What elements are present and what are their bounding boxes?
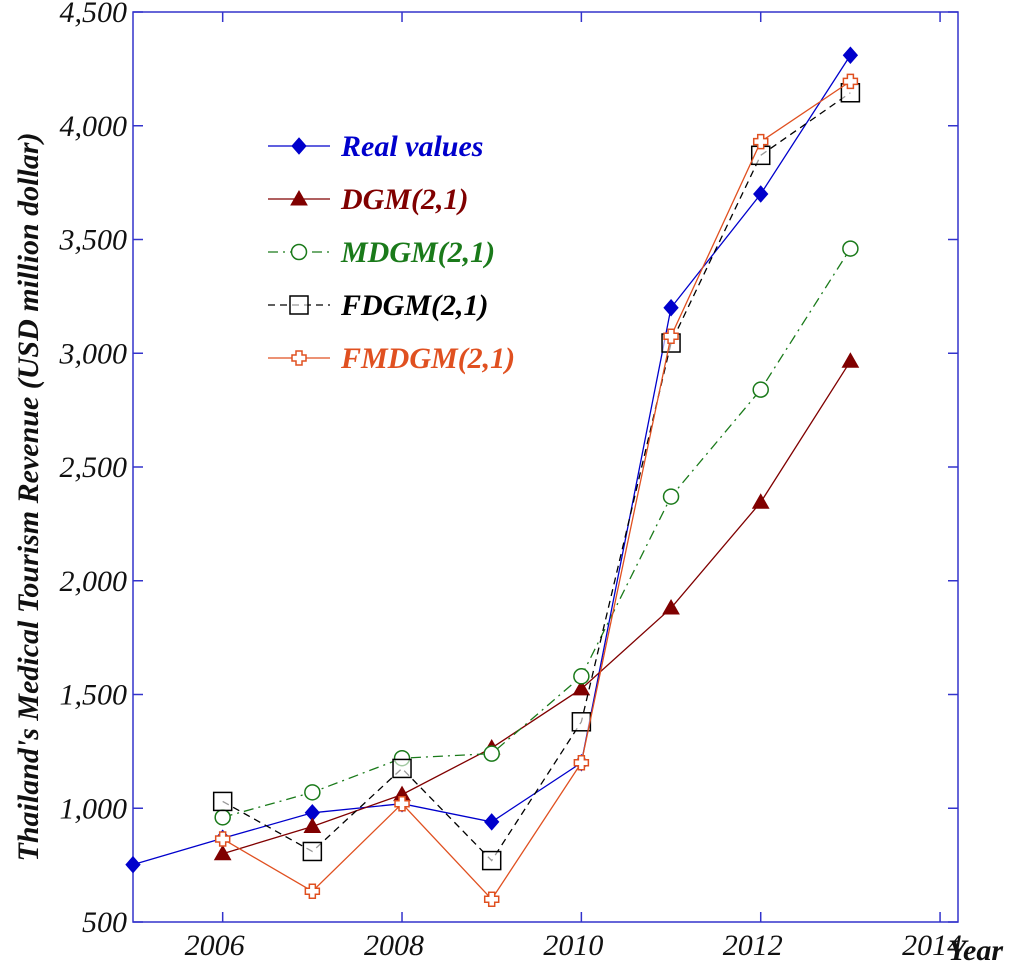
series-4-point xyxy=(842,73,859,90)
series-2-point xyxy=(662,488,680,505)
y-tick-label: 4,500 xyxy=(60,0,128,29)
series-1-line xyxy=(222,360,851,855)
series-3-point xyxy=(212,791,233,812)
series-4-point xyxy=(483,891,500,907)
series-2-line xyxy=(222,248,851,818)
series-4 xyxy=(214,73,859,907)
series-2-point xyxy=(214,809,231,826)
series-2-point xyxy=(304,784,321,801)
series-2-point xyxy=(752,381,769,398)
plot-border xyxy=(132,11,959,923)
legend-swatch-marker xyxy=(291,137,307,155)
x-tick-label: 2014 xyxy=(902,929,962,962)
series-0-point xyxy=(842,46,859,64)
y-axis-title: Thailand's Medical Tourism Revenue (USD … xyxy=(12,133,45,862)
plot-frame xyxy=(132,11,959,923)
series-1 xyxy=(213,352,860,861)
legend-swatch-marker xyxy=(291,350,307,366)
legend-entry-4: FMDGM(2,1) xyxy=(268,342,515,375)
x-tick-label: 2012 xyxy=(723,929,783,962)
legend-entry-3: FDGM(2,1) xyxy=(268,289,489,322)
legend-entry-0: Real values xyxy=(268,130,484,163)
legend-swatch-marker xyxy=(289,295,309,315)
y-tick-label: 3,000 xyxy=(59,337,128,370)
legend-label: DGM(2,1) xyxy=(340,183,469,216)
series-4-line xyxy=(222,80,851,901)
x-axis-title: Year xyxy=(948,934,1003,967)
series-2-point xyxy=(842,240,859,257)
legend-label: FDGM(2,1) xyxy=(340,289,489,322)
series-3 xyxy=(212,83,861,871)
series-4-point xyxy=(394,795,410,812)
axis-ticks: 500 1,000 1,500 2,000 2,500 3,000 3,500 4,000 4,… xyxy=(59,0,963,962)
series-1-point xyxy=(572,679,591,696)
legend: Real values DGM(2,1) MDGM(2,1) FDGM(2,1) FMD… xyxy=(268,130,515,375)
series-1-point xyxy=(751,493,770,509)
legend-label: FMDGM(2,1) xyxy=(340,342,515,375)
series-3-line xyxy=(222,92,851,862)
series-0-point xyxy=(484,813,500,831)
series-3-point xyxy=(481,850,502,871)
series-1-point xyxy=(662,599,680,615)
x-tick-label: 2006 xyxy=(185,929,245,962)
x-tick-label: 2008 xyxy=(364,929,424,962)
legend-entry-2: MDGM(2,1) xyxy=(268,236,495,269)
series-2-point xyxy=(483,745,500,762)
y-tick-label: 1,000 xyxy=(60,792,128,825)
legend-label: MDGM(2,1) xyxy=(340,236,495,269)
series-3-point xyxy=(392,758,412,779)
series-1-point xyxy=(841,352,860,368)
series-1-point xyxy=(213,844,232,861)
x-tick-label: 2010 xyxy=(543,929,603,962)
legend-entry-1: DGM(2,1) xyxy=(268,183,469,216)
series-4-point xyxy=(304,883,321,900)
y-tick-label: 500 xyxy=(82,906,127,939)
series-4-point xyxy=(573,755,590,771)
series-0-point xyxy=(753,185,769,203)
series-4-point xyxy=(214,831,231,847)
series-2-point xyxy=(573,668,590,685)
y-tick-label: 4,000 xyxy=(60,110,128,143)
legend-swatch-marker xyxy=(290,243,308,261)
series-1-point xyxy=(303,817,322,833)
series-2 xyxy=(214,240,859,826)
series-3-point xyxy=(571,712,592,732)
series-4-point xyxy=(663,328,679,344)
legend-label: Real values xyxy=(340,130,484,163)
y-tick-label: 2,500 xyxy=(60,451,128,484)
y-tick-label: 1,500 xyxy=(60,679,128,712)
series-0-point xyxy=(125,855,141,874)
series-0-point xyxy=(663,298,679,317)
series-layer xyxy=(125,46,861,907)
series-3-point xyxy=(302,841,323,862)
legend-swatch-marker xyxy=(290,189,308,206)
y-tick-label: 3,500 xyxy=(59,224,128,257)
y-tick-label: 2,000 xyxy=(60,565,128,598)
series-4-point xyxy=(752,133,769,150)
